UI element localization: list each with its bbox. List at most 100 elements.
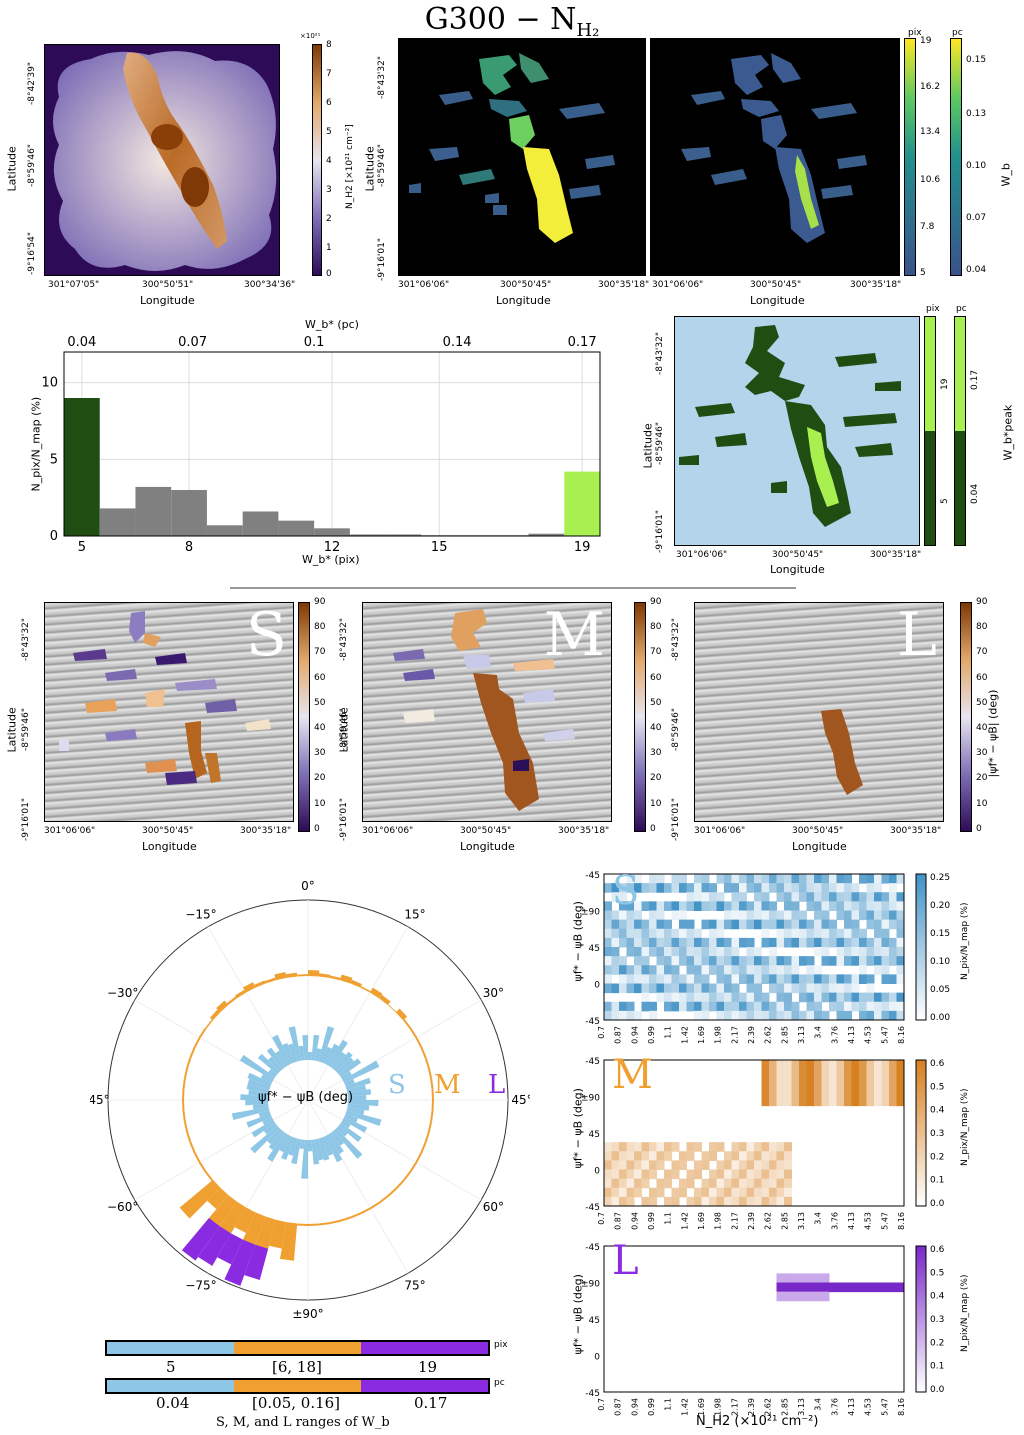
polar-s-bar bbox=[314, 1138, 324, 1161]
heatmap-cell bbox=[784, 983, 792, 994]
heatmap-cell bbox=[679, 910, 687, 921]
hist-bar bbox=[171, 490, 207, 536]
polar-s-bar bbox=[342, 1060, 380, 1084]
heatmap-cell bbox=[829, 1069, 837, 1079]
polar-m-bar bbox=[360, 986, 371, 993]
heatmap-cell bbox=[814, 983, 822, 994]
heatmap-cell bbox=[769, 1087, 777, 1097]
heatmap-cell bbox=[754, 901, 762, 911]
heatmap-cell bbox=[686, 1151, 695, 1161]
heatmap-cell bbox=[709, 947, 717, 957]
heatmap-cell bbox=[784, 1151, 792, 1161]
polar-s-bar bbox=[248, 1089, 269, 1097]
polar-angle-label: −60° bbox=[107, 1200, 138, 1214]
heatmap-cell bbox=[844, 1069, 852, 1079]
heatmap-cell bbox=[694, 928, 702, 939]
heatmap-cell bbox=[656, 992, 665, 1003]
angle-tick: 50 bbox=[650, 697, 662, 708]
heatmap-cell bbox=[626, 919, 635, 930]
heatmap-cell bbox=[649, 947, 657, 957]
heatmap-cell bbox=[836, 956, 845, 966]
heatmap-cell bbox=[664, 919, 672, 930]
heatmap-cell bbox=[881, 974, 890, 984]
heatmap-cell bbox=[769, 874, 777, 884]
heatmap-cell bbox=[641, 974, 650, 984]
heatmap-cell bbox=[776, 1169, 785, 1180]
hm-cbar-label-s: N_pix/N_map (%) bbox=[960, 902, 970, 980]
heatmap-cell bbox=[664, 947, 672, 957]
heatmap-cell bbox=[754, 947, 762, 957]
nh2-colorbar bbox=[312, 44, 322, 276]
heatmap-cell bbox=[784, 1142, 792, 1152]
heatmap-cell bbox=[724, 1001, 732, 1012]
polar-m-bar bbox=[186, 1056, 192, 1068]
polar-s-bar bbox=[345, 1077, 371, 1090]
heatmap-cell bbox=[649, 901, 657, 911]
heatmap-cell bbox=[761, 1142, 770, 1152]
heatmap-cell bbox=[679, 1160, 687, 1170]
heatmap-cell bbox=[731, 1196, 740, 1207]
heatmap-cell bbox=[799, 992, 807, 1003]
heatmap-cell bbox=[724, 947, 732, 957]
row3-lon-label: Longitude bbox=[792, 840, 847, 853]
heatmap-cell bbox=[859, 1087, 867, 1097]
heatmap-cell bbox=[716, 974, 725, 984]
heatmap-cell bbox=[604, 983, 612, 994]
heatmap-cell bbox=[761, 928, 770, 939]
heatmap-cell bbox=[769, 901, 777, 911]
heatmap-cell bbox=[611, 1001, 620, 1012]
heatmap-cell bbox=[619, 919, 627, 930]
heatmap-cell bbox=[694, 892, 702, 902]
heatmap-cell bbox=[731, 1160, 740, 1170]
polar-s-bar bbox=[308, 1139, 313, 1152]
polar-s-bar bbox=[338, 1058, 362, 1078]
heatmap-xtick: 3.13 bbox=[797, 1398, 806, 1416]
heatmap-cell bbox=[791, 965, 800, 975]
angle-tick: 10 bbox=[314, 798, 326, 809]
heatmap-cell bbox=[799, 1273, 807, 1283]
heatmap-cell bbox=[716, 1187, 725, 1198]
heatmap-cell bbox=[769, 910, 777, 921]
heatmap-cell bbox=[641, 937, 650, 948]
heatmap-cell bbox=[791, 892, 800, 902]
row3-lon-tick: 300°35'18" bbox=[558, 826, 610, 836]
heatmap-cell bbox=[619, 1160, 627, 1170]
heatmap-cell bbox=[724, 974, 732, 984]
polar-m-bar bbox=[329, 975, 341, 981]
heatmap-cell bbox=[844, 910, 852, 921]
hist-top-tick-label: 0.14 bbox=[443, 335, 472, 350]
heatmap-cell bbox=[784, 992, 792, 1003]
heatmap-cell bbox=[716, 919, 725, 930]
heatmap-cell bbox=[799, 928, 807, 939]
heatmap-cell bbox=[836, 1087, 845, 1097]
heatmap-cell bbox=[829, 1001, 837, 1012]
heatmap-cell bbox=[701, 1001, 710, 1012]
heatmap-cell bbox=[634, 947, 642, 957]
heatmap-cell bbox=[889, 892, 897, 902]
row3-lon-label: Longitude bbox=[460, 840, 515, 853]
heatmap-cell bbox=[611, 910, 620, 921]
heatmap-xtick: 2.17 bbox=[730, 1212, 739, 1230]
pix-range-label-l: 19 bbox=[418, 1358, 438, 1376]
row3-lon-tick: 300°50'45" bbox=[142, 826, 194, 836]
heatmap-cell bbox=[694, 956, 702, 966]
angle-tick: 10 bbox=[976, 798, 988, 809]
wb-pc-image bbox=[681, 53, 867, 243]
heatmap-cell bbox=[641, 901, 650, 911]
heatmap-cell bbox=[769, 983, 777, 994]
polar-s-bar bbox=[324, 1043, 340, 1066]
heatmap-cell bbox=[746, 874, 755, 884]
heatmap-cell bbox=[694, 1142, 702, 1152]
angle-tick: 70 bbox=[976, 647, 988, 658]
heatmap-cell bbox=[799, 1060, 807, 1070]
heatmap-cell bbox=[701, 974, 710, 984]
polar-m-bar bbox=[189, 1046, 196, 1058]
polar-m-bar bbox=[424, 1056, 430, 1068]
heatmap-cell bbox=[686, 947, 695, 957]
row3-lon-tick: 301°06'06" bbox=[362, 826, 414, 836]
heatmap-cell bbox=[836, 892, 845, 902]
heatmap-cell bbox=[731, 1001, 740, 1012]
heatmap-cell bbox=[806, 874, 815, 884]
heatmap-cell bbox=[724, 1160, 732, 1170]
